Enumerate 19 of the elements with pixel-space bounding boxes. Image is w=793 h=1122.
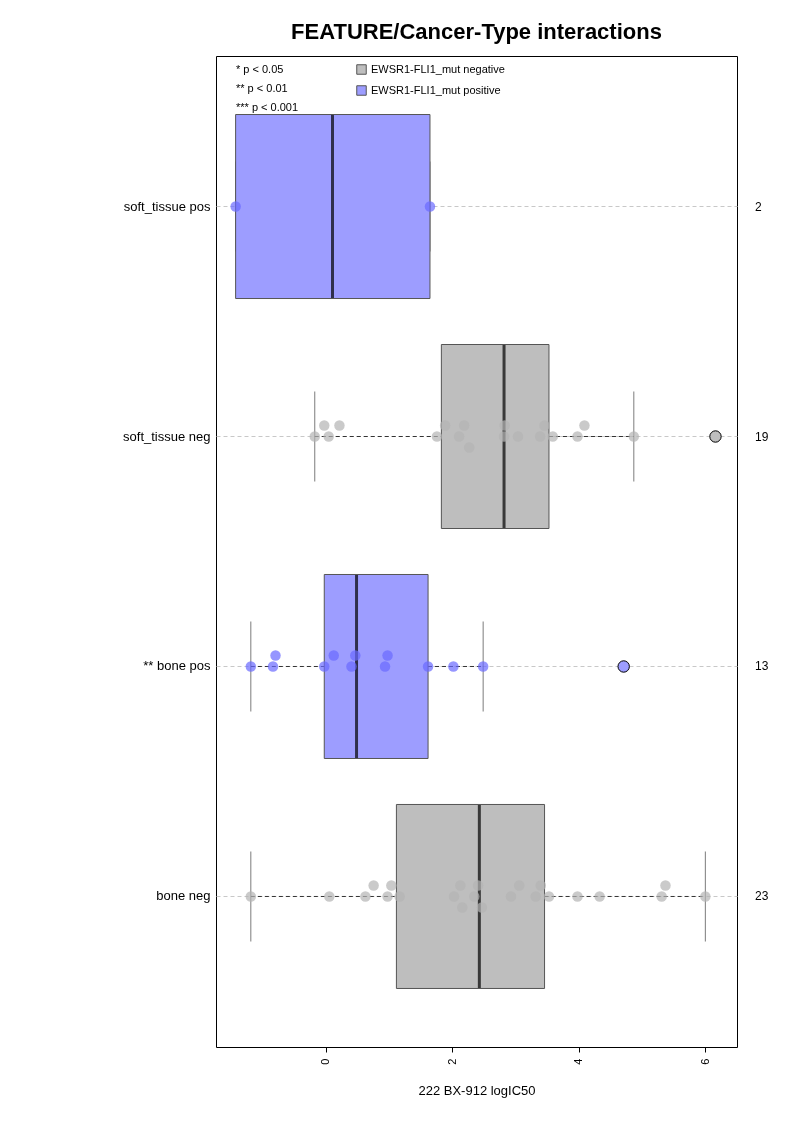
chart-title: FEATURE/Cancer-Type interactions (291, 19, 662, 44)
annotation: * p < 0.05 (236, 63, 284, 75)
y-tick-label: ** bone pos (143, 658, 211, 674)
legend-label: EWSR1-FLI1_mut negative (371, 62, 505, 75)
annotation: ** p < 0.01 (236, 82, 288, 94)
legend-label: EWSR1-FLI1_mut positive (371, 83, 501, 96)
y2-tick-label: 23 (755, 889, 769, 904)
x-tick-label: 2 (445, 1058, 458, 1065)
x-tick-label: 6 (698, 1058, 711, 1065)
x-tick-label: 4 (572, 1058, 585, 1065)
y2-tick-label: 2 (755, 199, 762, 214)
y-tick-label: bone neg (156, 888, 211, 904)
y2-tick-label: 13 (755, 659, 769, 674)
y-tick-label: soft_tissue pos (123, 198, 211, 214)
annotation: *** p < 0.001 (236, 101, 299, 113)
y2-tick-label: 19 (755, 429, 769, 444)
x-tick-label: 0 (319, 1058, 332, 1065)
y-tick-label: soft_tissue neg (123, 428, 211, 444)
x-axis-title: 222 BX-912 logIC50 (418, 1082, 536, 1098)
